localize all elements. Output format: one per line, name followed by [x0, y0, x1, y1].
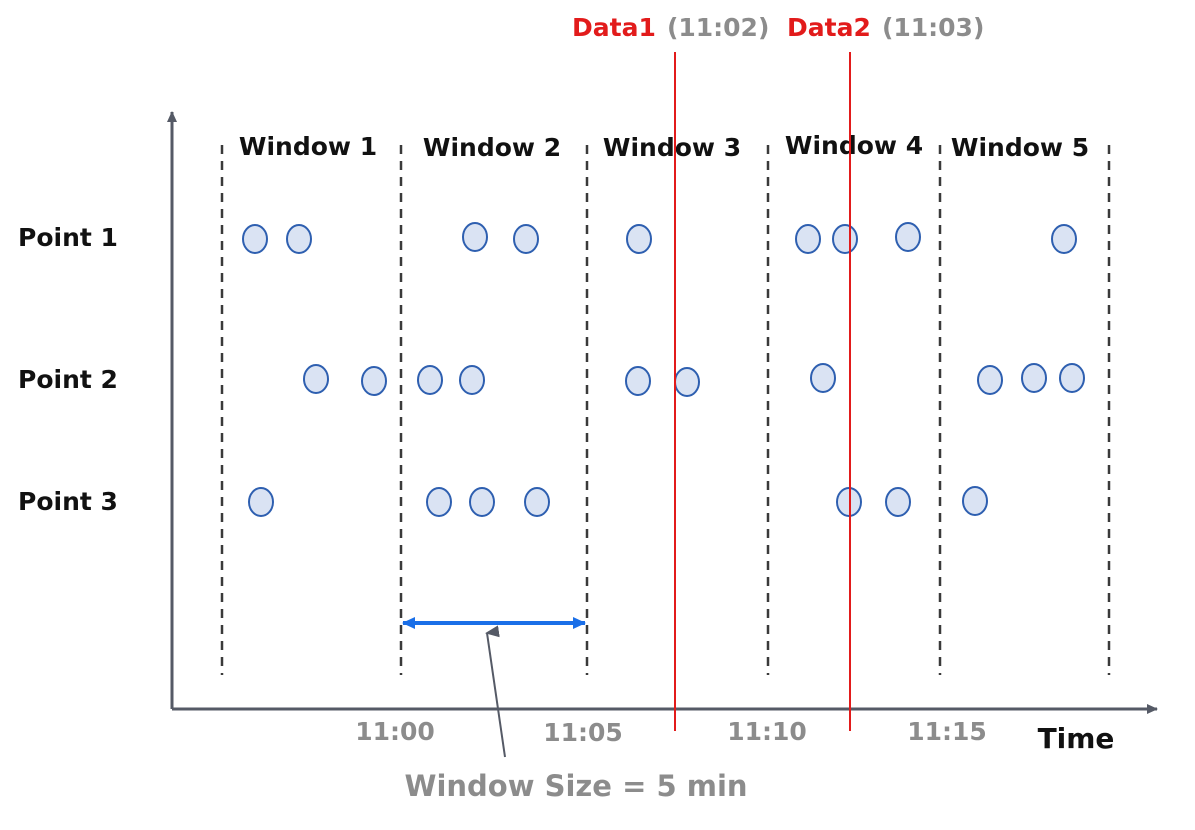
data-point: [248, 487, 274, 517]
marker-time: (11:03): [882, 13, 984, 42]
data-point: [1051, 224, 1077, 254]
data-point: [810, 363, 836, 393]
data-point: [977, 365, 1003, 395]
data-point: [674, 367, 700, 397]
data-point: [1059, 363, 1085, 393]
data-points: [242, 222, 1085, 517]
marker-label-data1: Data1 (11:02): [572, 13, 769, 42]
data-point: [469, 487, 495, 517]
marker-name: Data2: [787, 13, 871, 42]
data-point: [795, 224, 821, 254]
row-label-2: Point 2: [18, 365, 118, 394]
marker-time: (11:02): [667, 13, 769, 42]
x-tick-label: 11:00: [355, 717, 435, 746]
data-point: [895, 222, 921, 252]
window-size-label: Window Size = 5 min: [404, 769, 747, 803]
row-label-1: Point 1: [18, 223, 118, 252]
x-tick-label: 11:10: [727, 717, 807, 746]
data-point: [462, 222, 488, 252]
window-label-4: Window 4: [785, 131, 923, 160]
data-point: [242, 224, 268, 254]
x-axis-label: Time: [1038, 722, 1115, 755]
data-point: [361, 366, 387, 396]
data-point: [626, 224, 652, 254]
x-tick-label: 11:05: [543, 718, 623, 747]
window-label-5: Window 5: [951, 133, 1089, 162]
data-point: [459, 365, 485, 395]
window-size-pointer: [485, 625, 506, 758]
window-label-1: Window 1: [239, 132, 377, 161]
data-point: [524, 487, 550, 517]
data-point: [303, 364, 329, 394]
data-point: [417, 365, 443, 395]
marker-name: Data1: [572, 13, 656, 42]
window-label-3: Window 3: [603, 133, 741, 162]
data-point: [625, 366, 651, 396]
data-point: [962, 486, 988, 516]
data-point: [426, 487, 452, 517]
window-boundaries: [220, 145, 1111, 675]
data-point: [1021, 363, 1047, 393]
x-tick-label: 11:15: [907, 717, 987, 746]
marker-label-data2: Data2 (11:03): [787, 13, 984, 42]
data-point: [832, 224, 858, 254]
data-point: [286, 224, 312, 254]
data-point: [513, 224, 539, 254]
row-label-3: Point 3: [18, 487, 118, 516]
window-label-2: Window 2: [423, 133, 561, 162]
data-point: [885, 487, 911, 517]
